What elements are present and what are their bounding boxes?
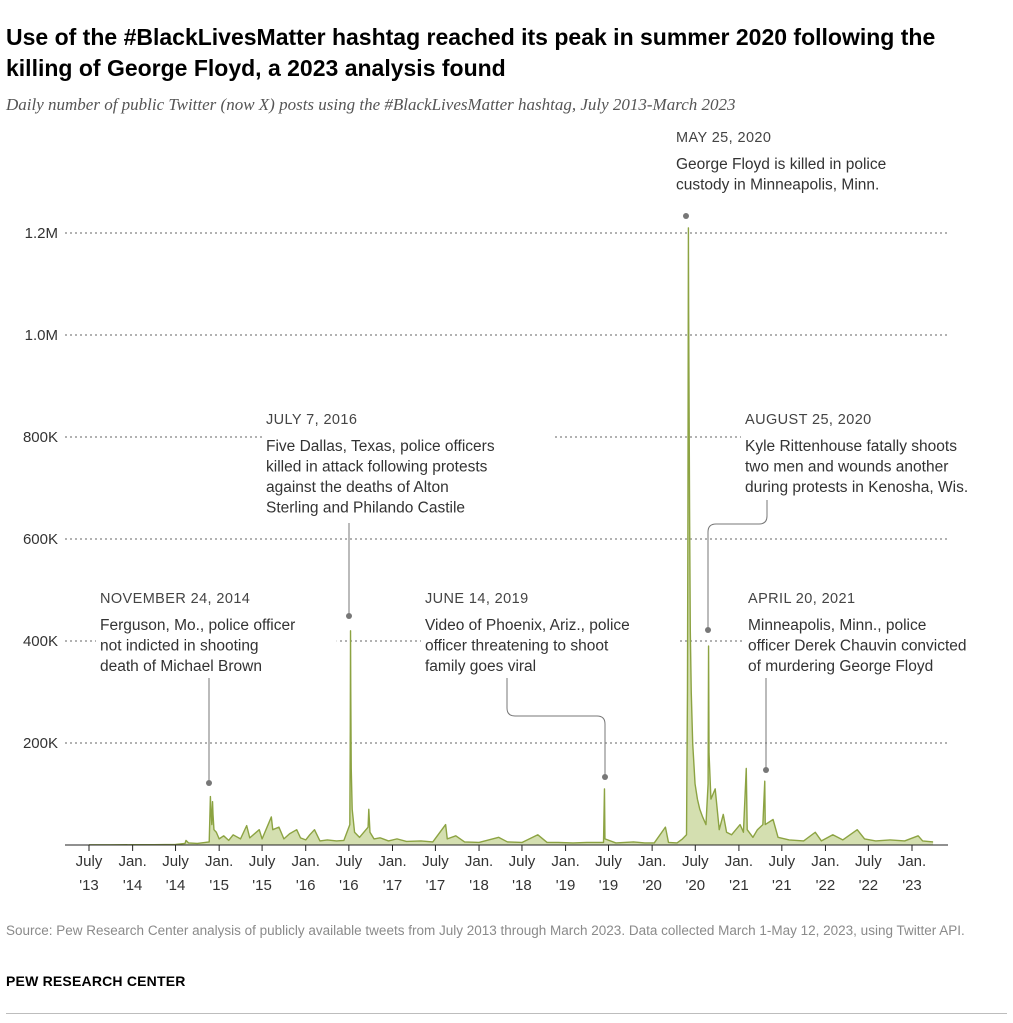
x-tick-label-year: '17 (426, 877, 446, 894)
x-tick-label-month: Jan. (638, 853, 666, 870)
footer-divider (6, 1013, 1007, 1014)
x-tick-label-month: Jan. (292, 853, 320, 870)
y-tick-label: 1.0M (25, 327, 58, 344)
annotation-date: NOVEMBER 24, 2014 (100, 591, 250, 607)
x-tick-label-year: '18 (512, 877, 532, 894)
annotation-text-line: George Floyd is killed in police (676, 156, 886, 173)
annotation-text-line: custody in Minneapolis, Minn. (676, 177, 879, 194)
chart-subtitle: Daily number of public Twitter (now X) p… (6, 95, 736, 114)
annotation-marker-dot (683, 213, 689, 219)
series-line (88, 227, 934, 846)
annotation-text-line: Kyle Rittenhouse fatally shoots (745, 438, 957, 455)
x-tick-label-month: Jan. (378, 853, 406, 870)
annotation-marker-dot (206, 780, 212, 786)
annotation-date: AUGUST 25, 2020 (745, 412, 872, 428)
x-tick-label-month: July (336, 853, 363, 870)
x-tick-label-month: Jan. (205, 853, 233, 870)
x-tick-label-year: '17 (383, 877, 403, 894)
annotation-background (741, 408, 1007, 496)
x-tick-label-year: '14 (123, 877, 143, 894)
x-tick-label-month: July (76, 853, 103, 870)
chart-title: Use of the #BlackLivesMatter hashtag rea… (6, 24, 936, 81)
annotation-marker-dot (705, 627, 711, 633)
x-tick-label-year: '23 (902, 877, 922, 894)
annotation-leader-line (506, 678, 606, 777)
annotation-text-line: family goes viral (425, 658, 536, 675)
x-tick-label-year: '21 (729, 877, 749, 894)
annotation-background (421, 587, 679, 675)
annotation-text-line: Five Dallas, Texas, police officers (266, 438, 495, 455)
x-tick-label-month: July (422, 853, 449, 870)
x-tick-label-month: July (249, 853, 276, 870)
annotation-text-line: two men and wounds another (745, 459, 948, 476)
annotation-date: JUNE 14, 2019 (425, 591, 529, 607)
annotation-layer: NOVEMBER 24, 2014 Ferguson, Mo., police o… (96, 126, 1007, 786)
y-tick-label: 1.2M (25, 225, 58, 242)
x-tick-label-month: July (595, 853, 622, 870)
x-tick-label-month: Jan. (551, 853, 579, 870)
brand-logo-text: PEW RESEARCH CENTER (6, 973, 186, 989)
source-note: Source: Pew Research Center analysis of … (6, 923, 965, 938)
y-tick-label: 800K (23, 429, 58, 446)
annotation-text-line: officer threatening to shoot (425, 638, 609, 655)
annotation-text-line: during protests in Kenosha, Wis. (745, 479, 968, 496)
x-tick-label-month: July (162, 853, 189, 870)
annotation-background (96, 587, 337, 675)
x-tick-label-month: Jan. (725, 853, 753, 870)
series-area (89, 227, 934, 845)
x-tick-label-year: '13 (79, 877, 99, 894)
annotation-text-line: of murdering George Floyd (748, 658, 933, 675)
annotation-marker-dot (763, 767, 769, 773)
annotation-text-line: Minneapolis, Minn., police (748, 617, 926, 634)
x-tick-label-month: July (855, 853, 882, 870)
x-axis: July '13 Jan. '14 July '14 Jan. '15 July '15 Jan. '… (65, 844, 948, 894)
x-tick-label-month: Jan. (811, 853, 839, 870)
x-tick-label-year: '22 (859, 877, 879, 894)
annotation-marker-dot (346, 613, 352, 619)
y-tick-label: 600K (23, 531, 58, 548)
series-layer (88, 227, 934, 846)
x-tick-label-year: '15 (252, 877, 272, 894)
annotation-text-line: killed in attack following protests (266, 459, 488, 476)
annotation-text-line: Ferguson, Mo., police officer (100, 617, 295, 634)
x-tick-label-month: Jan. (118, 853, 146, 870)
x-tick-label-month: July (509, 853, 536, 870)
annotation-marker-dot (602, 774, 608, 780)
annotation-background (672, 126, 938, 193)
x-tick-label-year: '20 (686, 877, 706, 894)
annotation-background (262, 408, 553, 516)
x-tick-label-year: '15 (209, 877, 229, 894)
x-tick-label-year: '18 (469, 877, 489, 894)
annotation-date: APRIL 20, 2021 (748, 591, 855, 607)
annotation-background (744, 587, 1002, 675)
y-tick-label: 200K (23, 735, 58, 752)
x-tick-label-month: Jan. (898, 853, 926, 870)
annotation-date: JULY 7, 2016 (266, 412, 357, 428)
y-tick-label: 400K (23, 633, 58, 650)
x-tick-label-year: '19 (556, 877, 576, 894)
x-tick-label-year: '19 (599, 877, 619, 894)
x-tick-label-month: July (682, 853, 709, 870)
annotation-text-line: against the deaths of Alton (266, 479, 449, 496)
annotation-text-line: Sterling and Philando Castile (266, 500, 465, 517)
annotation-date: MAY 25, 2020 (676, 130, 771, 146)
x-tick-label-month: July (768, 853, 795, 870)
x-tick-label-month: Jan. (465, 853, 493, 870)
x-tick-label-year: '16 (339, 877, 359, 894)
x-tick-label-year: '16 (296, 877, 316, 894)
annotation-text-line: not indicted in shooting (100, 638, 259, 655)
annotation-text-line: officer Derek Chauvin convicted (748, 638, 967, 655)
x-tick-label-year: '21 (772, 877, 792, 894)
x-tick-label-year: '14 (166, 877, 186, 894)
annotation-leader-line (707, 500, 768, 630)
x-tick-label-year: '20 (642, 877, 662, 894)
annotation-text-line: death of Michael Brown (100, 658, 262, 675)
x-tick-label-year: '22 (816, 877, 836, 894)
annotation-text-line: Video of Phoenix, Ariz., police (425, 617, 630, 634)
